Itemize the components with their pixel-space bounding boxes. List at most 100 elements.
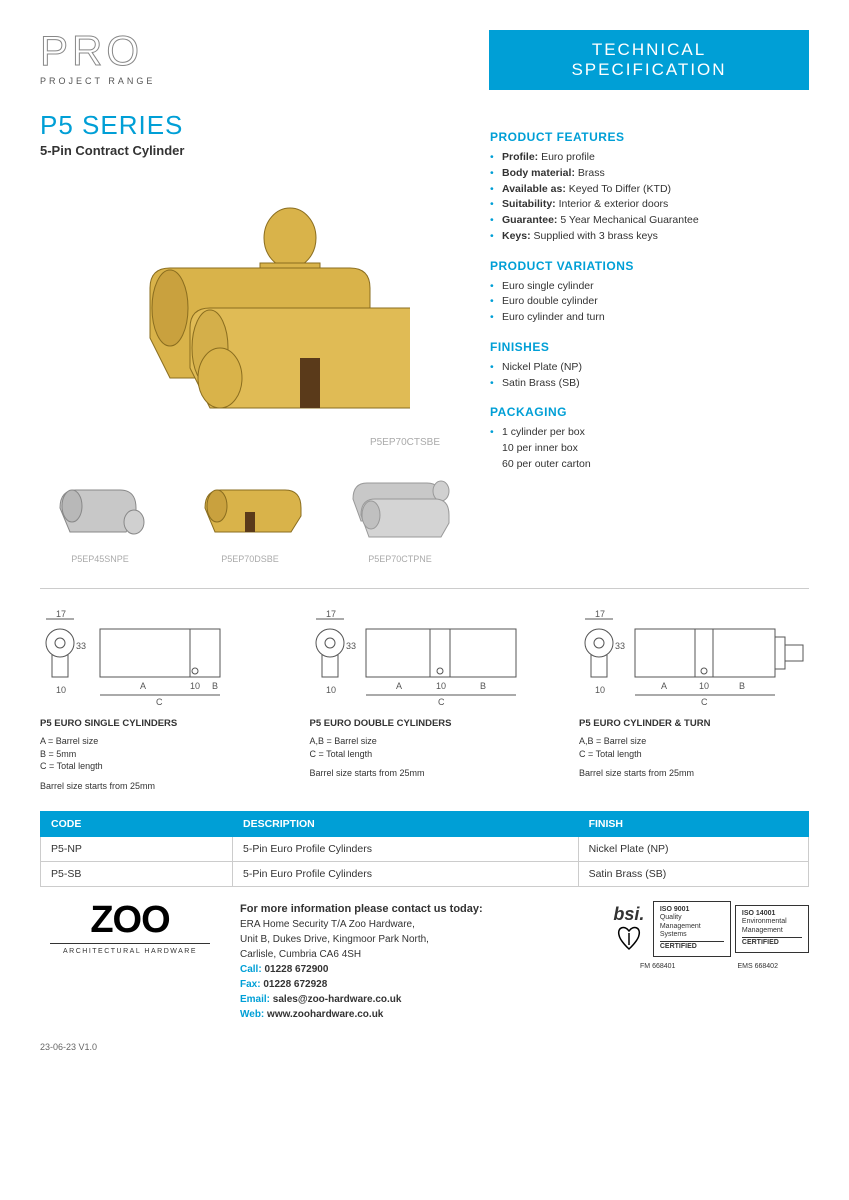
diagram-single: 17 33 10 A 10 B C P5 EURO SINGLE CYLINDE…	[40, 607, 270, 791]
svg-text:C: C	[438, 697, 445, 707]
diagram-turn-title: P5 EURO CYLINDER & TURN	[579, 718, 809, 729]
diagram-single-svg: 17 33 10 A 10 B C	[40, 607, 250, 707]
thumb-3: P5EP70CTPNE	[340, 468, 460, 564]
feature-item: Suitability: Interior & exterior doors	[490, 197, 809, 213]
variations-heading: PRODUCT VARIATIONS	[490, 259, 809, 273]
contact-fax: Fax: 01228 672928	[240, 977, 589, 992]
svg-text:10: 10	[436, 681, 446, 691]
main-columns: P5 SERIES 5-Pin Contract Cylinder	[40, 110, 809, 564]
bsi-heart-icon	[617, 925, 641, 953]
table-row: P5-SB 5-Pin Euro Profile Cylinders Satin…	[41, 861, 809, 886]
diagram-single-note: Barrel size starts from 25mm	[40, 781, 270, 791]
thumb-3-label: P5EP70CTPNE	[340, 554, 460, 564]
cylinder-illustration	[90, 188, 410, 448]
contact-call: Call: 01228 672900	[240, 962, 589, 977]
variation-item: Euro cylinder and turn	[490, 310, 809, 326]
diagram-turn-note: Barrel size starts from 25mm	[579, 768, 809, 778]
svg-text:17: 17	[595, 609, 605, 619]
spec-table: CODE DESCRIPTION FINISH P5-NP 5-Pin Euro…	[40, 811, 809, 887]
svg-text:B: B	[739, 681, 745, 691]
cert-box-14001: ISO 14001 Environmental Management CERTI…	[735, 905, 809, 953]
thumb-1-label: P5EP45SNPE	[40, 554, 160, 564]
diagram-double-svg: 17 33 10 A 10 B C	[310, 607, 530, 707]
diagrams-row: 17 33 10 A 10 B C P5 EURO SINGLE CYLINDE…	[40, 607, 809, 791]
contact-address: Carlisle, Cumbria CA6 4SH	[240, 947, 589, 962]
thumb-3-img	[345, 473, 455, 543]
series-title: P5 SERIES	[40, 110, 460, 141]
left-column: P5 SERIES 5-Pin Contract Cylinder	[40, 110, 460, 564]
variation-item: Euro double cylinder	[490, 294, 809, 310]
svg-text:17: 17	[56, 609, 66, 619]
zoo-logo: ZOO	[40, 901, 220, 939]
svg-text:10: 10	[699, 681, 709, 691]
cert-ids: FM 668401 EMS 668402	[609, 963, 809, 970]
pro-logo-block: PRO PROJECT RANGE	[40, 30, 155, 86]
diagram-double-lines: A,B = Barrel size C = Total length	[310, 735, 540, 760]
diagram-turn-svg: 17 33 10 A 10 B C	[579, 607, 809, 707]
contact-address: Unit B, Dukes Drive, Kingmoor Park North…	[240, 932, 589, 947]
packaging-heading: PACKAGING	[490, 405, 809, 419]
svg-text:B: B	[212, 681, 218, 691]
feature-item: Available as: Keyed To Differ (KTD)	[490, 182, 809, 198]
divider	[40, 588, 809, 589]
packaging-sub: 60 per outer carton	[490, 457, 809, 473]
svg-text:17: 17	[326, 609, 336, 619]
table-header-row: CODE DESCRIPTION FINISH	[41, 811, 809, 836]
svg-text:33: 33	[615, 641, 625, 651]
right-column: PRODUCT FEATURES Profile: Euro profile B…	[490, 110, 809, 564]
feature-item: Guarantee: 5 Year Mechanical Guarantee	[490, 213, 809, 229]
packaging-list: 1 cylinder per box	[490, 425, 809, 441]
th-finish: FINISH	[578, 811, 808, 836]
contact-address: ERA Home Security T/A Zoo Hardware,	[240, 917, 589, 932]
series-subtitle: 5-Pin Contract Cylinder	[40, 143, 460, 158]
variations-list: Euro single cylinder Euro double cylinde…	[490, 279, 809, 326]
diagram-double-title: P5 EURO DOUBLE CYLINDERS	[310, 718, 540, 729]
finish-item: Satin Brass (SB)	[490, 376, 809, 392]
contact-web: Web: www.zoohardware.co.uk	[240, 1007, 589, 1022]
diagram-single-title: P5 EURO SINGLE CYLINDERS	[40, 718, 270, 729]
svg-text:A: A	[396, 681, 402, 691]
diagram-single-lines: A = Barrel size B = 5mm C = Total length	[40, 735, 270, 773]
svg-text:10: 10	[190, 681, 200, 691]
diagram-double: 17 33 10 A 10 B C P5 EURO DOUBLE CYLINDE…	[310, 607, 540, 791]
cert-block: bsi. ISO 9001 Quality Management Systems…	[609, 901, 809, 970]
cert-box-9001: ISO 9001 Quality Management Systems CERT…	[653, 901, 731, 957]
svg-text:C: C	[701, 697, 708, 707]
contact-block: For more information please contact us t…	[240, 901, 589, 1023]
finishes-list: Nickel Plate (NP) Satin Brass (SB)	[490, 360, 809, 392]
tech-spec-banner: TECHNICAL SPECIFICATION	[489, 30, 809, 90]
features-list: Profile: Euro profile Body material: Bra…	[490, 150, 809, 245]
thumb-2: P5EP70DSBE	[190, 468, 310, 564]
diagram-turn: 17 33 10 A 10 B C P5 EURO CY	[579, 607, 809, 791]
svg-text:33: 33	[346, 641, 356, 651]
bsi-mark: bsi.	[609, 904, 649, 953]
contact-heading: For more information please contact us t…	[240, 901, 589, 918]
version: 23-06-23 V1.0	[40, 1042, 809, 1052]
zoo-logo-block: ZOO ARCHITECTURAL HARDWARE	[40, 901, 220, 955]
finishes-heading: FINISHES	[490, 340, 809, 354]
diagram-turn-lines: A,B = Barrel size C = Total length	[579, 735, 809, 760]
thumb-1-img	[50, 478, 150, 538]
footer-row: ZOO ARCHITECTURAL HARDWARE For more info…	[40, 901, 809, 1023]
hero-image: P5EP70CTSBE	[40, 178, 460, 458]
svg-text:A: A	[661, 681, 667, 691]
th-desc: DESCRIPTION	[233, 811, 579, 836]
svg-text:10: 10	[56, 685, 66, 695]
thumb-2-label: P5EP70DSBE	[190, 554, 310, 564]
contact-email: Email: sales@zoo-hardware.co.uk	[240, 992, 589, 1007]
feature-item: Keys: Supplied with 3 brass keys	[490, 229, 809, 245]
svg-text:B: B	[480, 681, 486, 691]
feature-item: Body material: Brass	[490, 166, 809, 182]
svg-text:10: 10	[595, 685, 605, 695]
svg-text:A: A	[140, 681, 146, 691]
svg-text:33: 33	[76, 641, 86, 651]
feature-item: Profile: Euro profile	[490, 150, 809, 166]
th-code: CODE	[41, 811, 233, 836]
pro-logo-text: PRO	[40, 30, 155, 72]
thumbnail-row: P5EP45SNPE P5EP70DSBE	[40, 468, 460, 564]
svg-text:10: 10	[326, 685, 336, 695]
pro-logo-sub: PROJECT RANGE	[40, 76, 155, 86]
variation-item: Euro single cylinder	[490, 279, 809, 295]
svg-text:C: C	[156, 697, 163, 707]
thumb-2-img	[195, 478, 305, 538]
